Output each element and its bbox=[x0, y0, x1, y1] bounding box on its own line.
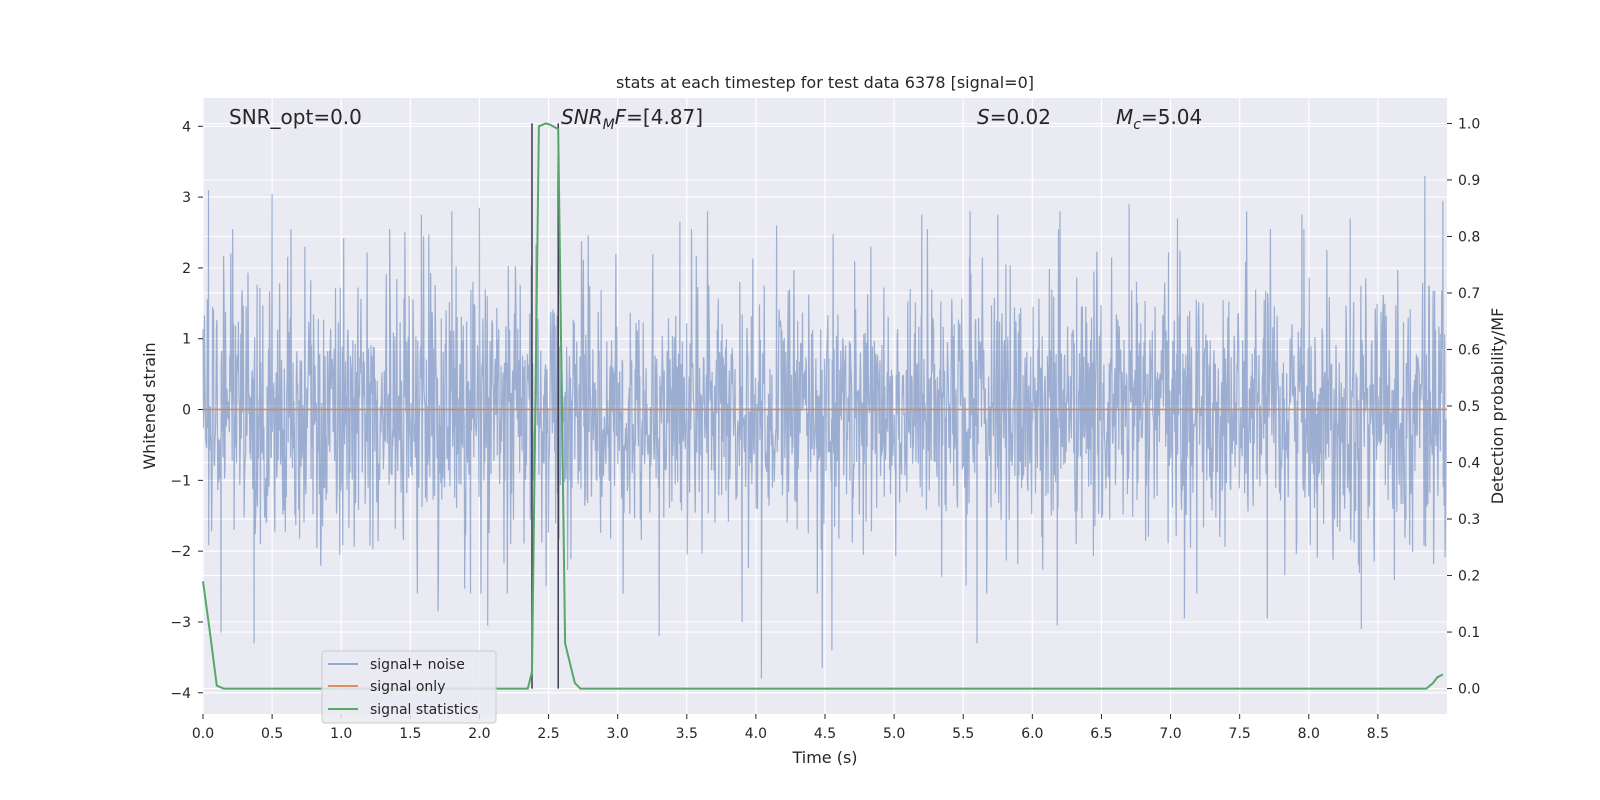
y2-tick-label: 0.8 bbox=[1458, 229, 1480, 245]
legend-label-signal-only: signal only bbox=[370, 679, 445, 695]
x-tick-label: 4.0 bbox=[745, 726, 767, 742]
y2-tick-label: 0.9 bbox=[1458, 173, 1480, 189]
y2-tick-label: 0.2 bbox=[1458, 569, 1480, 585]
y-tick-label: −1 bbox=[170, 473, 191, 489]
annotation-mc: Mc=5.04 bbox=[1116, 105, 1202, 133]
y-tick-label: 2 bbox=[182, 261, 191, 277]
x-tick-label: 5.0 bbox=[883, 726, 905, 742]
y-tick-label: −2 bbox=[170, 544, 191, 560]
x-tick-label: 2.5 bbox=[537, 726, 559, 742]
x-tick-label: 3.0 bbox=[607, 726, 629, 742]
annotations: SNR_opt=0.0 SNRMF=[4.87] S=0.02 Mc=5.04 bbox=[229, 105, 1202, 133]
axes: 0.0 0.5 1.0 1.5 2.0 2.5 3.0 3.5 4.0 4.5 5.0 5.5 6.0 6… bbox=[170, 116, 1480, 742]
x-tick-label: 0.0 bbox=[192, 726, 214, 742]
x-tick-label: 1.5 bbox=[399, 726, 421, 742]
x-tick-label: 5.5 bbox=[952, 726, 974, 742]
legend: signal+ noise signal only signal statist… bbox=[321, 650, 497, 724]
y2-tick-label: 0.1 bbox=[1458, 625, 1480, 641]
annotation-s-stat: S=0.02 bbox=[977, 105, 1051, 129]
legend-box bbox=[321, 650, 497, 724]
y-axis-label: Whitened strain bbox=[140, 342, 159, 469]
y-tick-label: 3 bbox=[182, 190, 191, 206]
y-tick-label: 0 bbox=[182, 403, 191, 419]
x-tick-label: 6.5 bbox=[1090, 726, 1112, 742]
chart-title: stats at each timestep for test data 637… bbox=[616, 73, 1034, 92]
y-tick-label: −4 bbox=[170, 686, 191, 702]
series-layer bbox=[202, 122, 1448, 690]
x-tick-label: 8.0 bbox=[1298, 726, 1320, 742]
x-tick-label: 4.5 bbox=[814, 726, 836, 742]
x-tick-label: 0.5 bbox=[261, 726, 283, 742]
y2-tick-label: 0.5 bbox=[1458, 399, 1480, 415]
y-tick-label: 1 bbox=[182, 332, 191, 348]
x-tick-label: 7.5 bbox=[1229, 726, 1251, 742]
x-tick-label: 2.0 bbox=[468, 726, 490, 742]
y-tick-label: 4 bbox=[182, 119, 191, 135]
x-tick-label: 8.5 bbox=[1367, 726, 1389, 742]
x-tick-label: 7.0 bbox=[1159, 726, 1181, 742]
y2-axis-label: Detection probability/MF bbox=[1488, 308, 1507, 505]
y2-tick-label: 0.0 bbox=[1458, 682, 1480, 698]
y-tick-label: −3 bbox=[170, 615, 191, 631]
x-tick-label: 1.0 bbox=[330, 726, 352, 742]
y2-tick-label: 0.6 bbox=[1458, 342, 1480, 358]
annotation-snr-mf: SNRMF=[4.87] bbox=[561, 105, 703, 133]
y2-tick-label: 0.3 bbox=[1458, 512, 1480, 528]
x-tick-label: 6.0 bbox=[1021, 726, 1043, 742]
y2-tick-label: 1.0 bbox=[1458, 116, 1480, 132]
annotation-snr-opt: SNR_opt=0.0 bbox=[229, 105, 362, 129]
x-axis-label: Time (s) bbox=[791, 748, 857, 767]
series-signal-statistics bbox=[202, 122, 1444, 690]
y2-tick-label: 0.7 bbox=[1458, 286, 1480, 302]
legend-label-signal-statistics: signal statistics bbox=[370, 702, 478, 718]
y2-tick-label: 0.4 bbox=[1458, 456, 1480, 472]
x-tick-label: 3.5 bbox=[676, 726, 698, 742]
legend-label-signal-noise: signal+ noise bbox=[370, 657, 465, 673]
series-signal-noise bbox=[202, 175, 1448, 679]
